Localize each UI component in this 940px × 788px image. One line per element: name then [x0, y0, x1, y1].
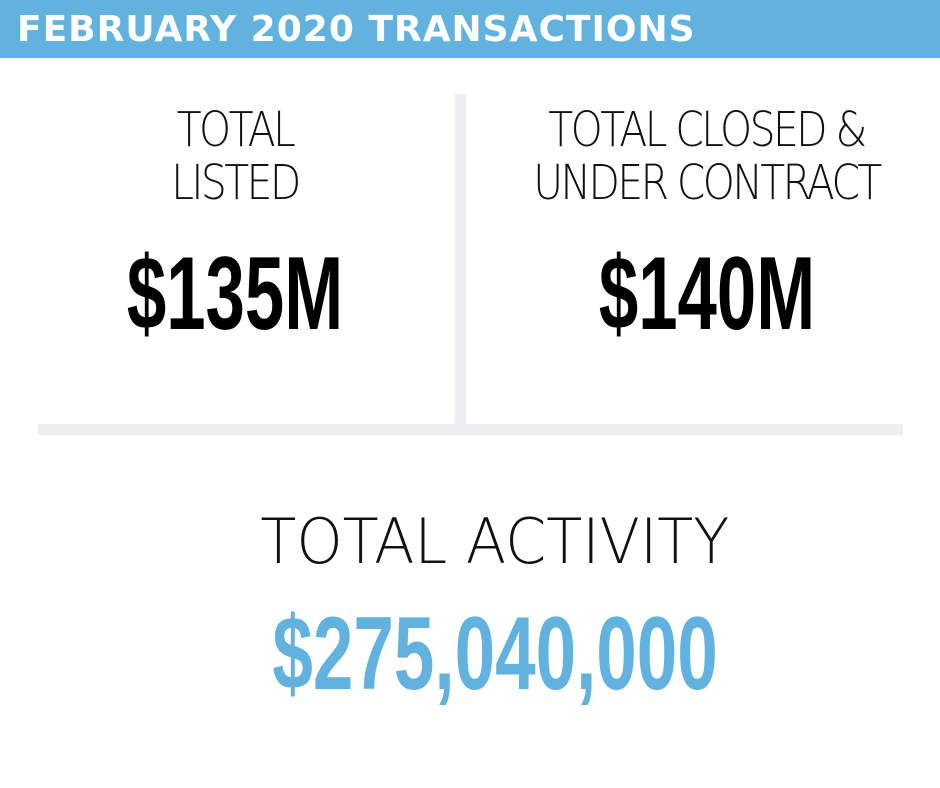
page-title: FEBRUARY 2020 TRANSACTIONS — [17, 9, 696, 50]
total-closed-label: TOTAL CLOSED & UNDER CONTRACT — [473, 104, 940, 210]
total-closed-value: $140M — [598, 236, 815, 352]
total-closed-value-block: $140M — [473, 236, 940, 352]
total-activity-label: TOTAL ACTIVITY — [260, 505, 730, 578]
header-banner: FEBRUARY 2020 TRANSACTIONS — [0, 0, 940, 58]
total-listed-value-block: $135M — [40, 236, 430, 352]
horizontal-divider — [38, 424, 903, 435]
total-activity-value: $275,040,000 — [272, 596, 718, 712]
total-activity-value-block: $275,040,000 — [0, 596, 940, 712]
total-closed-label-line-2: UNDER CONTRACT — [533, 155, 882, 211]
total-activity-label-block: TOTAL ACTIVITY — [0, 504, 940, 580]
total-listed-label-line-1: TOTAL — [176, 102, 296, 158]
total-listed-label: TOTAL LISTED — [40, 104, 430, 210]
total-listed-value: $135M — [126, 236, 344, 352]
vertical-divider — [455, 94, 466, 424]
total-closed-label-line-1: TOTAL CLOSED & — [548, 102, 867, 158]
total-listed-label-line-2: LISTED — [171, 155, 301, 211]
